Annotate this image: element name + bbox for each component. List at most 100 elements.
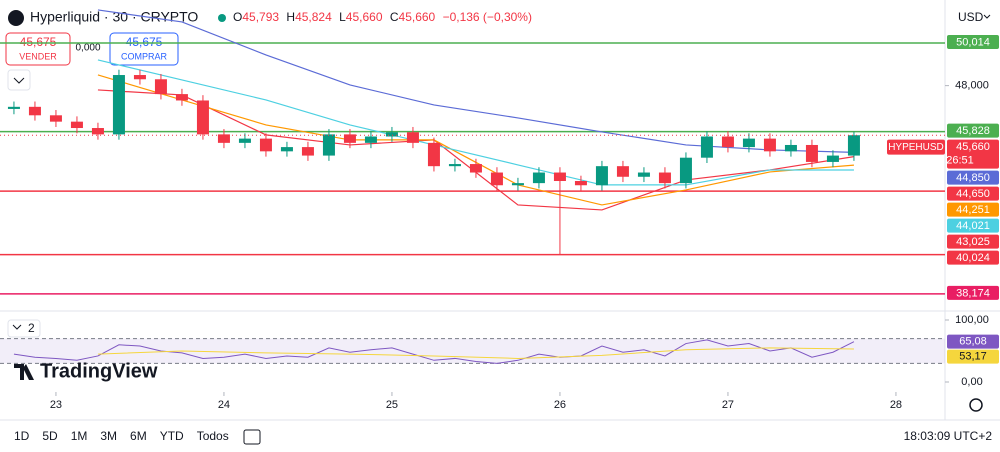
candle-body [574, 181, 587, 186]
ma-label-box [947, 202, 999, 217]
sell-box [5, 32, 71, 66]
candle-body [784, 144, 797, 152]
ma-label: 44,650 [956, 188, 990, 200]
candle-body [196, 100, 209, 135]
candle-body [742, 138, 755, 148]
ohlc-key: H [286, 10, 295, 24]
candle-body [217, 134, 230, 143]
settings-button[interactable] [969, 398, 983, 412]
rsi-tick-label: 100,00 [955, 314, 989, 326]
level-label-box [947, 234, 999, 249]
sell-label[interactable]: VENDER [19, 51, 57, 61]
candle-body [448, 164, 461, 167]
candle-body [364, 136, 377, 143]
level-label-box [947, 34, 999, 49]
candle-body [658, 172, 671, 184]
y-tick-label: 48,000 [955, 80, 989, 92]
range-button[interactable]: 6M [130, 429, 147, 443]
candle-body [511, 183, 524, 186]
currency[interactable]: USD [958, 10, 984, 24]
range-button[interactable]: 3M [100, 429, 117, 443]
indicator-count[interactable]: 2 [28, 321, 35, 335]
date-picker[interactable] [243, 429, 261, 445]
candle-body [238, 138, 251, 143]
level-label: 38,174 [956, 287, 990, 299]
candle-body [70, 121, 83, 129]
moving-average [97, 59, 854, 186]
gear [969, 398, 983, 412]
ohlc-key: O [233, 10, 242, 24]
candle-body [805, 144, 818, 162]
buy-button[interactable]: 45,675 COMPRAR [109, 32, 179, 66]
last-price-label-box [947, 139, 999, 169]
rsi-label: 65,08 [959, 336, 987, 348]
rsi-label-box [947, 334, 999, 349]
sell-button[interactable]: 45,675 VENDER [5, 32, 71, 66]
collapse-button[interactable] [7, 69, 31, 91]
range-button[interactable]: 5D [42, 429, 58, 443]
level-label: 43,025 [956, 236, 990, 248]
candle-body [826, 155, 839, 162]
range-button[interactable]: Todos [197, 429, 229, 443]
level-label-box [947, 123, 999, 138]
rsi-ma-line [97, 347, 854, 359]
chevron [12, 324, 22, 330]
ohlc: O45,793 H45,824 L45,660 C45,660 −0,136 (… [233, 10, 532, 24]
buy-price[interactable]: 45,675 [126, 35, 163, 49]
candle-body [385, 132, 398, 137]
calendar-icon [243, 429, 261, 445]
ma-label: 44,850 [956, 172, 990, 184]
range-bar: 1D 5D 1M 3M 6M YTD Todos [14, 429, 229, 443]
candle-body [616, 166, 629, 177]
x-tick-label: 24 [218, 399, 230, 411]
candle-body [28, 106, 41, 116]
ma-label: 44,021 [956, 220, 990, 232]
symbol-title: Hyperliquid · 30 · CRYPTO [30, 9, 198, 25]
collapse-box [7, 69, 31, 91]
range-button[interactable]: YTD [160, 429, 184, 443]
chevron [983, 14, 991, 19]
spread: 0,000 [75, 43, 100, 54]
candle-body [7, 106, 20, 109]
candle-body [301, 147, 314, 156]
candle-body [133, 75, 146, 80]
indicator-toggle[interactable]: 2 [7, 319, 41, 338]
sell-price[interactable]: 45,675 [20, 35, 57, 49]
currency-button[interactable]: USD [958, 10, 991, 24]
candle-body [427, 142, 440, 167]
candle-body [154, 79, 167, 95]
ohlc-key: C [390, 10, 399, 24]
level-label: 40,024 [956, 252, 990, 264]
clock: 18:03:09 UTC+2 [904, 429, 993, 443]
candle-body [469, 164, 482, 173]
x-tick-label: 23 [50, 399, 62, 411]
x-tick-label: 25 [386, 399, 398, 411]
candle-body [637, 172, 650, 177]
level-label: 45,828 [956, 125, 990, 137]
rsi-label-box [947, 349, 999, 364]
countdown: 26:51 [946, 155, 974, 167]
buy-box [109, 32, 179, 66]
level-label: 50,014 [956, 36, 990, 48]
last-price-label: 45,660 [956, 141, 990, 153]
rsi-line [13, 339, 855, 364]
candle-body [700, 136, 713, 158]
candle-body [553, 172, 566, 182]
candle-body [91, 128, 104, 135]
range-button[interactable]: 1D [14, 429, 30, 443]
change: −0,136 (−0,30%) [443, 10, 532, 24]
range-button[interactable]: 1M [71, 429, 88, 443]
plot: 23 24 25 26 27 28 48,000 50,014 45,828 45,660 26:5… [0, 9, 999, 411]
buy-label[interactable]: COMPRAR [121, 51, 168, 61]
rsi-label: 53,17 [959, 351, 987, 363]
candle-body [595, 166, 608, 186]
candle-body [259, 138, 272, 152]
level-label-box [947, 285, 999, 300]
ohlc-value: 45,824 [295, 10, 332, 24]
rsi-band [0, 338, 945, 364]
ma-label-box [947, 186, 999, 201]
rsi-tick-label: 0,00 [961, 376, 982, 388]
watermark-logo [14, 364, 34, 380]
